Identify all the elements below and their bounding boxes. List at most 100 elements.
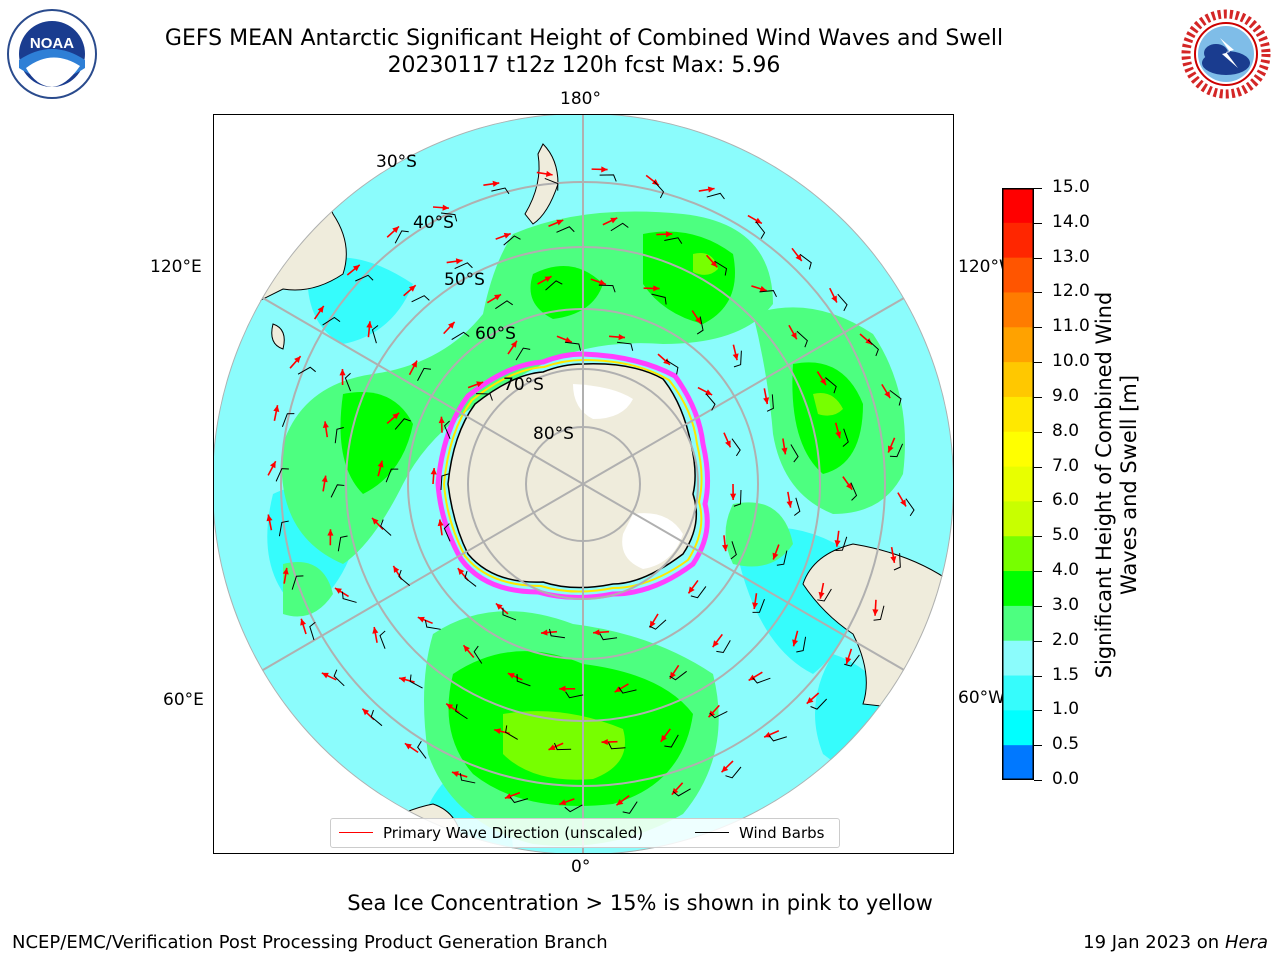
colorbar-tick-mark (1034, 675, 1042, 677)
wind-barb (549, 628, 566, 639)
colorbar-band (1002, 571, 1034, 607)
colorbar-band (1002, 327, 1034, 363)
wave-zone-5to6m (503, 711, 625, 780)
wind-barb (752, 599, 765, 613)
wave-direction-arrowhead (872, 609, 879, 616)
wave-direction-arrowhead (559, 799, 567, 806)
wave-direction-arrowhead (649, 620, 656, 628)
wind-barb (516, 674, 531, 687)
colorbar-tick-mark (1034, 257, 1042, 259)
wave-direction-arrowhead (545, 170, 553, 177)
wave-direction-legend-swatch (339, 832, 373, 833)
lon-label-60e: 60°E (163, 690, 204, 710)
wave-zone-5to6m (693, 253, 718, 275)
wind-barb (440, 473, 449, 491)
wind-barb (370, 709, 383, 727)
wave-direction-arrowhead (790, 332, 797, 340)
wind-barb (385, 468, 399, 483)
wave-direction-arrowhead (759, 285, 767, 292)
wave-direction-arrowhead (663, 358, 670, 365)
wave-direction-arrowhead (599, 279, 606, 286)
wave-direction-arrowhead (544, 276, 552, 283)
colorbar-tick-label: 9.0 (1052, 385, 1080, 406)
wind-barb (709, 710, 728, 719)
wind-barb (564, 341, 582, 351)
wind-barb (371, 325, 379, 344)
wind-barb (544, 177, 559, 191)
wave-direction-arrowhead (792, 639, 799, 647)
wind-barb (309, 621, 316, 641)
wind-barb (459, 773, 476, 784)
wind-barb (281, 413, 295, 428)
wind-barb (599, 174, 617, 182)
colorbar-tick-label: 3.0 (1052, 594, 1080, 615)
colorbar-tick-label: 8.0 (1052, 420, 1080, 441)
wave-direction-arrowhead (781, 447, 788, 455)
wind-barb (893, 553, 901, 571)
wave-direction-arrowhead (507, 673, 515, 679)
ice-shelf (622, 513, 683, 569)
wind-barb (817, 588, 832, 602)
wind-barb (341, 591, 357, 603)
wave-direction-arrowhead (831, 295, 837, 303)
wave-direction-arrowhead (448, 321, 455, 329)
wave-direction-arrowhead (795, 254, 802, 262)
wind-barb (454, 262, 473, 270)
wave-direction-arrowhead (327, 529, 334, 536)
colorbar-tick-mark (1034, 431, 1042, 433)
wind-barb (618, 687, 637, 694)
colorbar-tick-label: 4.0 (1052, 560, 1080, 581)
wind-barb (768, 735, 787, 742)
wind-barb (837, 293, 848, 312)
colorbar-tick-mark (1034, 536, 1042, 538)
wave-direction-arrowhead (653, 285, 660, 292)
colorbar-tick-mark (1034, 222, 1042, 224)
wind-barb (379, 630, 386, 649)
wind-barb (731, 438, 741, 457)
wave-direction-arrowhead (457, 568, 465, 575)
wave-direction-arrowhead (548, 744, 556, 750)
wind-barb (394, 230, 409, 244)
wave-direction-arrowhead (377, 460, 384, 468)
wind-barb (810, 698, 828, 710)
footer-host: Hera (1224, 932, 1268, 953)
wave-direction-arrowhead (492, 180, 500, 187)
wind-barb (565, 691, 584, 699)
wave-direction-arrowhead (372, 517, 379, 525)
wind-barbs-legend-label: Wind Barbs (739, 824, 825, 842)
wind-barb (776, 550, 788, 566)
wave-direction-arrowhead (399, 676, 406, 683)
wave-direction-arrowhead (372, 626, 379, 634)
wind-barb (796, 636, 807, 653)
colorbar-label: Significant Height of Combined Wind Wave… (1092, 291, 1141, 679)
wave-direction-arrowhead (665, 231, 673, 238)
wind-barb (443, 523, 451, 542)
wind-barb (889, 443, 904, 458)
wave-direction-arrowhead (618, 333, 625, 341)
colorbar-tick-label: 6.0 (1052, 490, 1080, 511)
wind-barb (759, 290, 777, 298)
wave-direction-arrowhead (411, 360, 418, 368)
wind-barb (275, 468, 289, 482)
wave-direction-arrowhead (763, 397, 770, 405)
wave-direction-arrowhead (845, 657, 852, 665)
wind-barb (733, 489, 742, 507)
wave-direction-arrowhead (725, 440, 731, 448)
wind-barb (599, 633, 618, 641)
wave-direction-arrowhead (688, 586, 695, 594)
wind-barb (444, 420, 451, 439)
wave-direction-arrowhead (463, 645, 470, 653)
colorbar-band (1002, 222, 1034, 259)
wind-barb (793, 497, 801, 516)
wave-direction-arrowhead (820, 378, 826, 386)
wave-zone-4to5m (792, 362, 863, 474)
colorbar-band (1002, 605, 1034, 642)
wave-direction-arrowhead (334, 588, 342, 594)
wave-zone-5to6m (813, 393, 843, 416)
wave-direction-arrowhead (610, 217, 618, 224)
lon-label-60w: 60°W (958, 688, 1005, 708)
graticule (213, 114, 954, 854)
wave-direction-arrowhead (404, 743, 412, 750)
wind-barb (502, 607, 517, 621)
wind-barb (556, 226, 575, 233)
